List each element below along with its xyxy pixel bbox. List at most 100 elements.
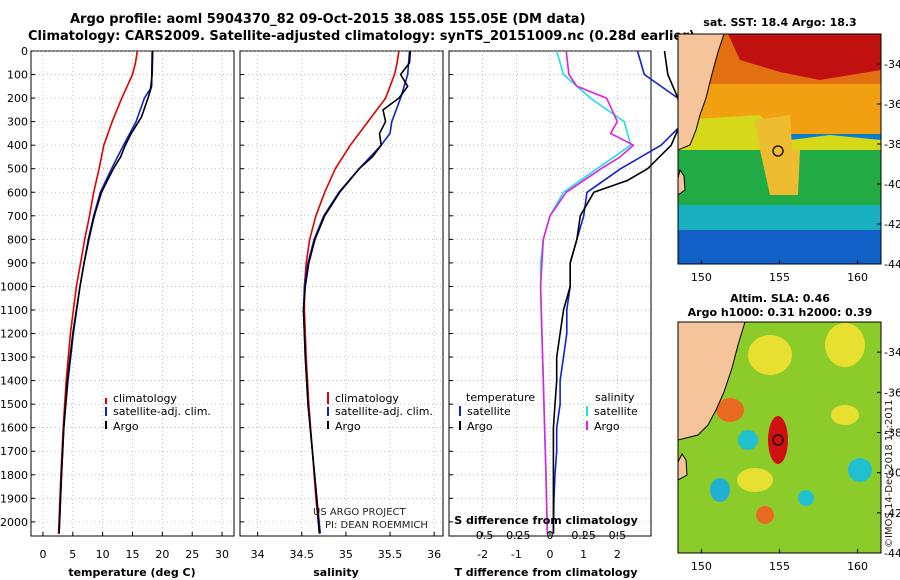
map-y-label-4: -42: [884, 218, 900, 231]
map-x-label-2: 160: [847, 560, 868, 573]
diff-legend-t-argo: Argo: [467, 420, 493, 433]
map-y-label-3: -40: [884, 467, 900, 480]
sla-red-eddy: [768, 416, 788, 464]
map-y-label-0: -34: [884, 58, 900, 71]
salinity-lines: [302, 50, 412, 534]
sla-map-title-line2: Argo h1000: 0.31 h2000: 0.39: [688, 306, 873, 319]
secondary-x-tick-label-4: 0.5: [609, 529, 627, 542]
sla-x-ticks: 150 155 160: [691, 549, 868, 573]
series-line-temperature-argo: [552, 50, 683, 534]
x-tick-label-0: 0: [39, 548, 46, 561]
depth-tick-label-16: 1600: [0, 422, 28, 435]
depth-tick-label-13: 1300: [0, 351, 28, 364]
depth-tick-label-18: 1800: [0, 469, 28, 482]
depth-tick-label-20: 2000: [0, 516, 28, 529]
sla-yellow-blob-3: [737, 468, 773, 492]
depth-tick-label-7: 700: [7, 210, 28, 223]
depth-tick-label-1: 100: [7, 69, 28, 82]
sst-land-tasmania: [678, 168, 686, 196]
temperature-panel: 0 5 10 15 20 25 30 0 100 200 300 400 500 600 700 800 90…: [0, 45, 235, 579]
sal-legend-argo: Argo: [335, 420, 361, 433]
salinity-axes-frame: [239, 50, 444, 537]
salinity-x-ticks: 34 34.5 35 35.5 36: [251, 532, 441, 561]
depth-tick-label-10: 1000: [0, 280, 28, 293]
sla-argo-marker: [772, 434, 784, 446]
series-line-salinity-argo: [539, 50, 635, 534]
sla-orange-blob-1: [716, 398, 744, 422]
map-x-label-2: 160: [847, 271, 868, 284]
map-x-label-1: 155: [769, 271, 790, 284]
map-y-label-2: -38: [884, 138, 900, 151]
depth-tick-label-5: 500: [7, 163, 28, 176]
sla-y-ticks: -34 -36 -38 -40 -42 -44: [877, 346, 900, 560]
sla-orange-blob-2: [756, 506, 774, 524]
temperature-grid: [31, 50, 234, 536]
depth-tick-label-9: 900: [7, 257, 28, 270]
sla-land-tasmania: [678, 453, 688, 481]
sst-x-ticks: 150 155 160: [691, 260, 868, 284]
x-tick-label-3: 35.5: [378, 548, 403, 561]
map-x-label-0: 150: [691, 271, 712, 284]
diff-legend-s-argo: Argo: [594, 420, 620, 433]
sla-cyan-blob-1: [738, 430, 758, 450]
temperature-xlabel: temperature (deg C): [68, 566, 195, 579]
x-tick-label-1: 34.5: [290, 548, 315, 561]
difference-legend: temperature satellite Argo salinity sate…: [459, 391, 638, 433]
salinity-legend: climatology satellite-adj. clim. Argo: [327, 392, 433, 433]
x-tick-label-1: -1: [511, 548, 522, 561]
map-y-label-1: -36: [884, 98, 900, 111]
x-tick-label-0: 34: [251, 548, 265, 561]
map-y-label-2: -38: [884, 426, 900, 439]
x-tick-label-3: 1: [580, 548, 587, 561]
depth-tick-label-3: 300: [7, 116, 28, 129]
temperature-legend: climatology satellite-adj. clim. Argo: [105, 392, 211, 433]
sla-yellow-blob-1: [748, 335, 792, 375]
series-line-argo: [302, 50, 412, 534]
x-tick-label-4: 36: [427, 548, 441, 561]
x-tick-label-2: 35: [339, 548, 353, 561]
map-y-label-5: -44: [884, 258, 900, 271]
sal-legend-satellite: satellite-adj. clim.: [335, 405, 433, 418]
map-y-label-3: -40: [884, 178, 900, 191]
credit-pi: PI: DEAN ROEMMICH: [325, 520, 428, 531]
x-tick-label-6: 30: [215, 548, 229, 561]
depth-tick-label-11: 1100: [0, 304, 28, 317]
depth-tick-label-15: 1500: [0, 398, 28, 411]
salinity-xlabel: salinity: [313, 566, 359, 579]
figure-title-line1: Argo profile: aoml 5904370_82 09-Oct-201…: [70, 12, 586, 27]
sla-cyan-blob-3: [710, 478, 730, 502]
difference-secondary-xlabel: S difference from climatology: [454, 514, 638, 527]
depth-tick-label-14: 1400: [0, 375, 28, 388]
temp-legend-satellite: satellite-adj. clim.: [113, 405, 211, 418]
map-y-label-4: -42: [884, 507, 900, 520]
sla-cyan-blob-2: [848, 458, 872, 482]
temperature-lines: [57, 50, 154, 534]
sst-land-australia: [678, 34, 725, 151]
x-tick-label-4: 20: [155, 548, 169, 561]
map-x-label-0: 150: [691, 560, 712, 573]
sla-land-australia: [678, 322, 746, 441]
depth-tick-label-2: 200: [7, 92, 28, 105]
figure-title-line2: Climatology: CARS2009. Satellite-adjuste…: [28, 29, 695, 44]
sla-yellow-blob-2: [825, 323, 865, 367]
difference-grid: [449, 50, 651, 536]
depth-tick-label-12: 1200: [0, 328, 28, 341]
temperature-x-ticks: 0 5 10 15 20 25 30: [39, 532, 229, 561]
sst-warm-eddy-tail: [760, 150, 800, 195]
x-tick-label-2: 10: [96, 548, 110, 561]
diff-legend-temperature-title: temperature: [466, 391, 535, 404]
sla-map-title-line1: Altim. SLA: 0.46: [730, 292, 830, 305]
difference-x-ticks: -2 -1 0 1 2: [477, 532, 621, 561]
sla-map-panel: Altim. SLA: 0.46 Argo h1000: 0.31 h2000:…: [677, 292, 900, 573]
salinity-panel: 34 34.5 35 35.5 36 salinity climatology sate…: [239, 50, 444, 579]
difference-panel: -2 -1 0 1 2 -0.5 -0.25 0 0.25 0.5 T difference f…: [448, 50, 686, 579]
sst-y-ticks: -34 -36 -38 -40 -42 -44: [877, 58, 900, 271]
x-tick-label-0: -2: [477, 548, 488, 561]
temperature-y-ticks: 0 100 200 300 400 500 600 700 800 900 1000 1100 1200…: [0, 45, 28, 529]
map-x-label-1: 155: [769, 560, 790, 573]
diff-legend-s-satellite: satellite: [594, 405, 638, 418]
map-y-label-1: -36: [884, 386, 900, 399]
sla-map-field: [678, 322, 881, 553]
sla-yellow-blob-4: [831, 405, 859, 425]
depth-tick-label-19: 1900: [0, 492, 28, 505]
